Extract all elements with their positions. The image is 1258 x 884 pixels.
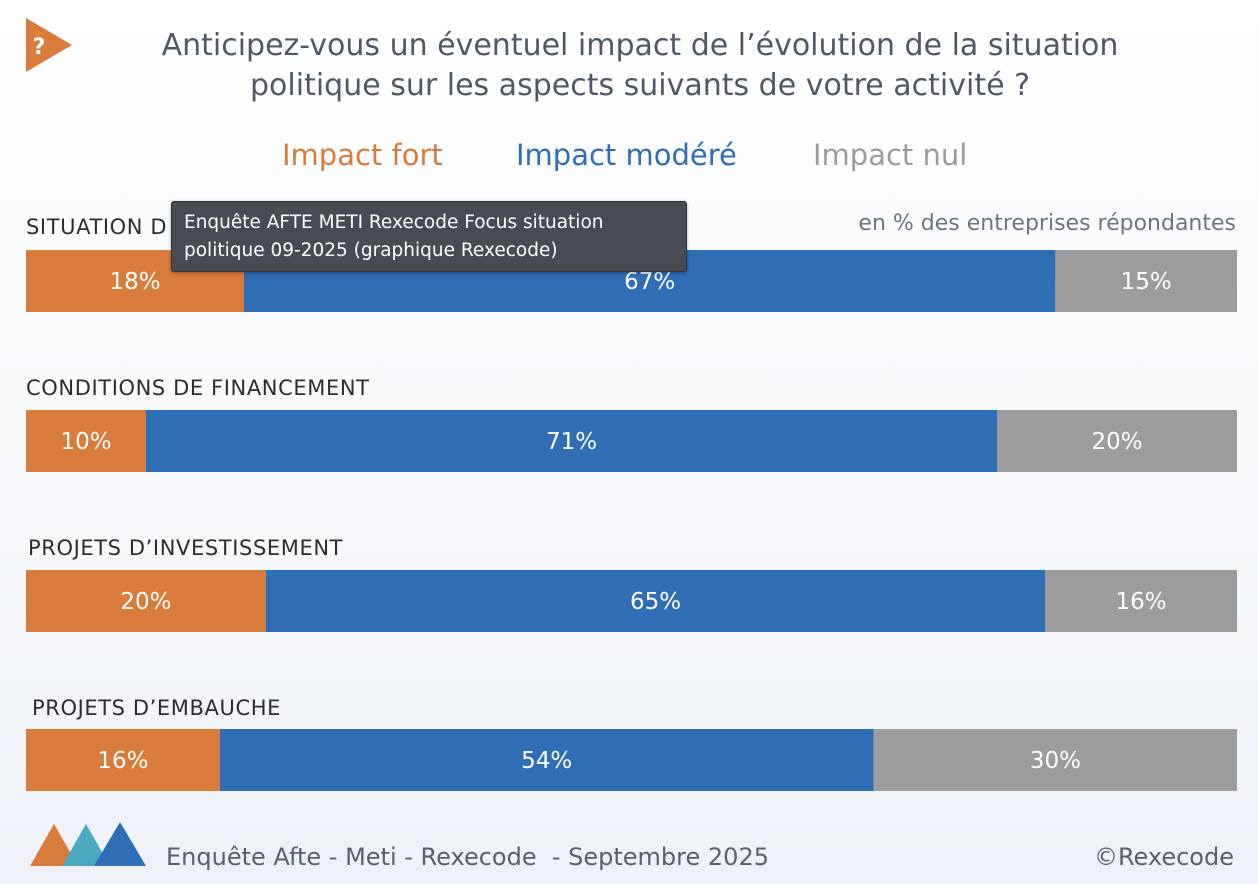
data-label-impact-nul-2: 20% (1092, 429, 1143, 455)
bar-segment-impact-modere-4 (219, 729, 874, 791)
category-label-projets-d-embauche: PROJETS D’EMBAUCHE (32, 696, 281, 720)
bar-segment-impact-fort-4 (26, 729, 220, 791)
tooltip-line2: politique 09-2025 (graphique Rexecode) (184, 240, 558, 261)
legend-impact-fort: Impact fort (282, 138, 443, 172)
bar-segment-impact-nul-3 (1045, 570, 1237, 632)
data-label-impact-nul-1: 15% (1121, 269, 1172, 295)
chart-title-line1: Anticipez-vous un éventuel impact de l’é… (161, 28, 1119, 63)
footer-source: Enquête Afte - Meti - Rexecode - Septemb… (166, 843, 769, 871)
data-label-impact-modere-3: 65% (630, 589, 681, 615)
data-label-impact-fort-3: 20% (120, 589, 171, 615)
data-label-impact-nul-3: 16% (1116, 589, 1167, 615)
bar-segment-impact-nul-2 (997, 410, 1237, 472)
bar-segment-impact-nul-1 (1055, 250, 1237, 312)
legend-impact-nul: Impact nul (813, 138, 968, 172)
chart-title: Anticipez-vous un éventuel impact de l’é… (90, 26, 1190, 106)
bar-segment-impact-fort-3 (26, 570, 266, 632)
data-label-impact-fort-4: 16% (97, 748, 148, 774)
category-label-situation-d: SITUATION D (26, 215, 167, 239)
data-label-impact-modere-2: 71% (546, 429, 597, 455)
chart-title-line2: politique sur les aspects suivants de vo… (250, 68, 1030, 103)
logo-triangle-orange (30, 824, 78, 866)
copyright-notice: ©Rexecode (1093, 843, 1234, 871)
legend-impact-modere: Impact modéré (516, 138, 737, 172)
category-label-conditions-de-financement: CONDITIONS DE FINANCEMENT (26, 376, 370, 400)
bar-segment-impact-fort-2 (26, 410, 146, 472)
bar-segment-impact-nul-4 (873, 729, 1237, 791)
bar-segment-impact-modere-2 (145, 410, 998, 472)
logo-triangle-blue (94, 822, 146, 866)
logo-triangle-teal (62, 824, 110, 866)
tooltip-line1: Enquête AFTE METI Rexecode Focus situati… (184, 212, 604, 233)
image-tooltip: Enquête AFTE METI Rexecode Focus situati… (171, 201, 687, 272)
bar-segment-impact-modere-3 (265, 570, 1046, 632)
data-label-impact-modere-4: 54% (521, 748, 572, 774)
question-mark-glyph: ? (33, 35, 46, 60)
data-label-impact-fort-2: 10% (60, 429, 111, 455)
data-label-impact-fort-1: 18% (109, 269, 160, 295)
data-label-impact-modere-1: 67% (624, 269, 675, 295)
chart-subtitle: en % des entreprises répondantes (858, 211, 1236, 236)
category-label-projets-d-investissement: PROJETS D’INVESTISSEMENT (28, 536, 343, 560)
data-label-impact-nul-4: 30% (1030, 748, 1081, 774)
question-icon: ? (26, 18, 72, 72)
rexecode-logo (30, 822, 146, 866)
legend: Impact fort Impact modéré Impact nul (0, 136, 1258, 176)
